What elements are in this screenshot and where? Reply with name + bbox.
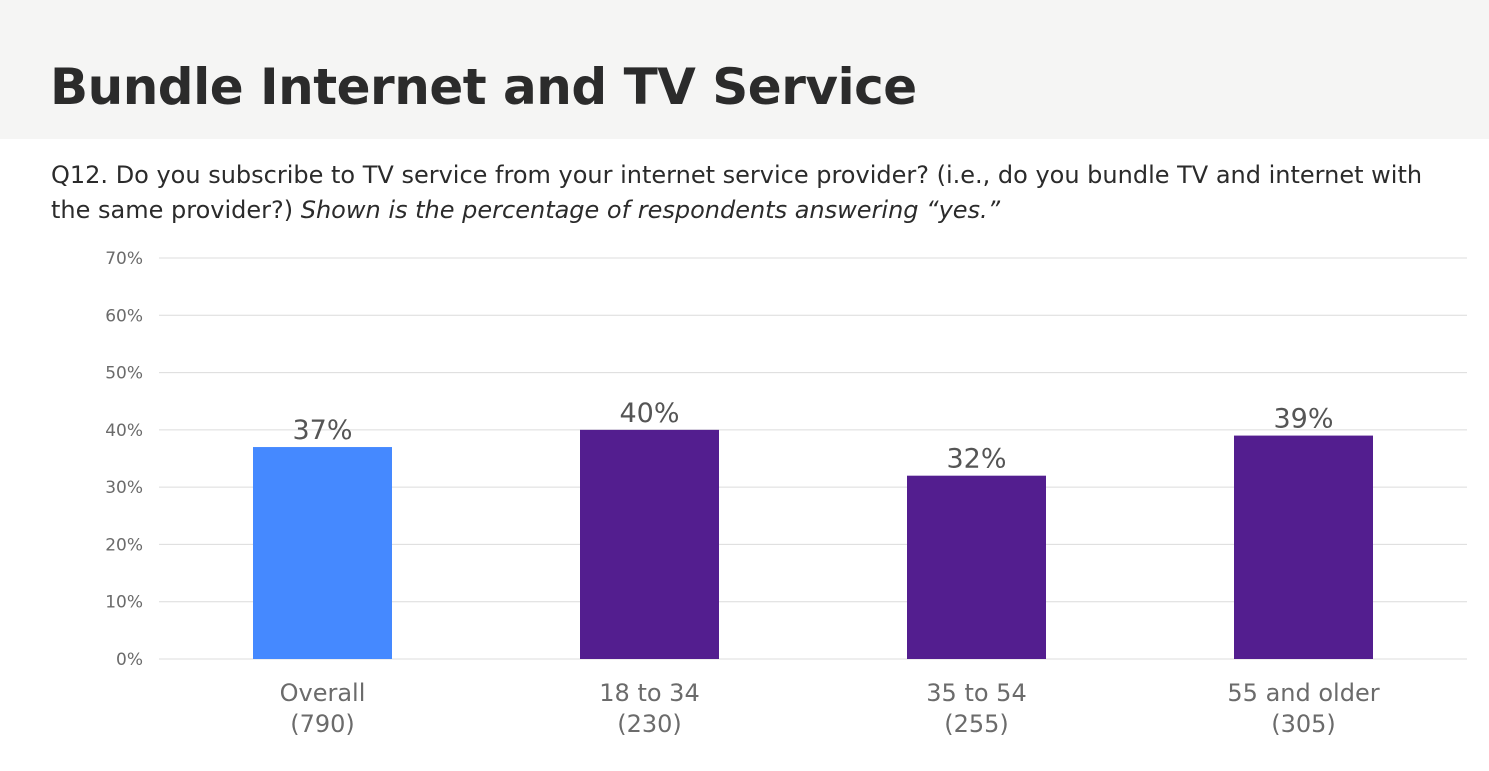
x-category-label: 55 and older bbox=[1227, 679, 1379, 707]
data-label: 37% bbox=[292, 415, 352, 446]
x-sample-size-label: (790) bbox=[290, 710, 355, 738]
y-tick-label: 60% bbox=[105, 306, 143, 326]
data-label: 40% bbox=[619, 398, 679, 429]
page-title: Bundle Internet and TV Service bbox=[50, 58, 917, 116]
x-sample-size-label: (230) bbox=[617, 710, 682, 738]
question-body: Q12. Do you subscribe to TV service from… bbox=[51, 161, 1423, 224]
x-category-label: 35 to 54 bbox=[926, 679, 1026, 707]
data-label: 32% bbox=[946, 444, 1006, 475]
x-category-label: Overall bbox=[280, 679, 366, 707]
y-tick-label: 0% bbox=[116, 650, 143, 670]
x-sample-size-label: (255) bbox=[944, 710, 1009, 738]
bar bbox=[1234, 435, 1373, 659]
x-category-label: 18 to 34 bbox=[599, 679, 699, 707]
y-tick-label: 70% bbox=[105, 249, 143, 269]
y-tick-label: 50% bbox=[105, 364, 143, 384]
bar bbox=[907, 475, 1046, 659]
y-tick-label: 10% bbox=[105, 593, 143, 613]
question-emphasis: Shown is the percentage of respondents a… bbox=[300, 196, 1001, 224]
bar bbox=[253, 447, 392, 659]
y-tick-label: 40% bbox=[105, 421, 143, 441]
y-tick-label: 20% bbox=[105, 535, 143, 555]
y-tick-label: 30% bbox=[105, 478, 143, 498]
header-band bbox=[0, 0, 1489, 139]
question-text: Q12. Do you subscribe to TV service from… bbox=[51, 158, 1451, 228]
data-label: 39% bbox=[1273, 404, 1333, 435]
x-sample-size-label: (305) bbox=[1271, 710, 1336, 738]
bar bbox=[580, 429, 719, 659]
